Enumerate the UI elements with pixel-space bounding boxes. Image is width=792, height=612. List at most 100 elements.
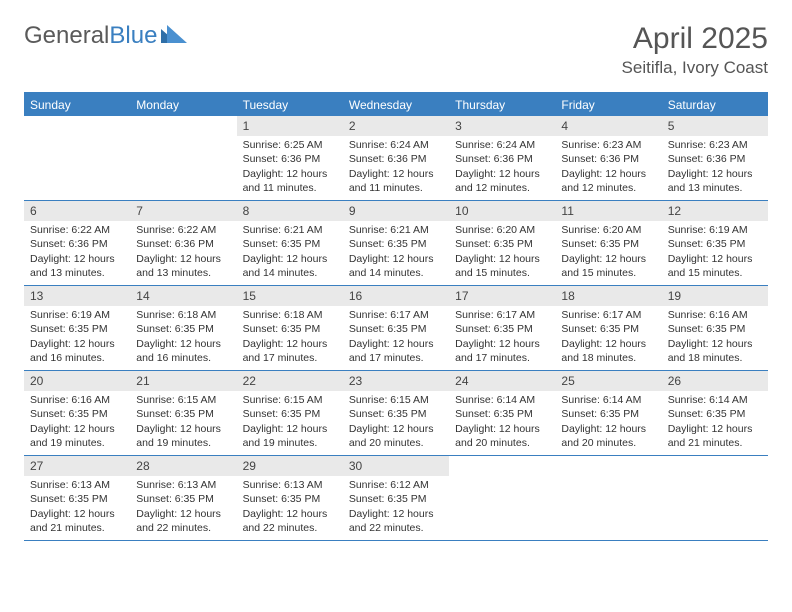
sunset-text: Sunset: 6:35 PM	[136, 492, 230, 506]
sunset-text: Sunset: 6:36 PM	[136, 237, 230, 251]
sunset-text: Sunset: 6:35 PM	[30, 407, 124, 421]
day-body: Sunrise: 6:16 AMSunset: 6:35 PMDaylight:…	[662, 306, 768, 369]
sunset-text: Sunset: 6:35 PM	[668, 407, 762, 421]
day-number: 29	[237, 456, 343, 476]
calendar-day: 1Sunrise: 6:25 AMSunset: 6:36 PMDaylight…	[237, 116, 343, 200]
day-body: Sunrise: 6:19 AMSunset: 6:35 PMDaylight:…	[24, 306, 130, 369]
sunrise-text: Sunrise: 6:21 AM	[349, 223, 443, 237]
dow-cell: Tuesday	[237, 94, 343, 116]
day-number: 6	[24, 201, 130, 221]
calendar-day: 13Sunrise: 6:19 AMSunset: 6:35 PMDayligh…	[24, 286, 130, 370]
sunrise-text: Sunrise: 6:19 AM	[668, 223, 762, 237]
dow-cell: Saturday	[662, 94, 768, 116]
dow-cell: Thursday	[449, 94, 555, 116]
calendar-week: 27Sunrise: 6:13 AMSunset: 6:35 PMDayligh…	[24, 456, 768, 541]
calendar-day	[130, 116, 236, 200]
day-number: 16	[343, 286, 449, 306]
sunset-text: Sunset: 6:35 PM	[455, 237, 549, 251]
calendar-day: 21Sunrise: 6:15 AMSunset: 6:35 PMDayligh…	[130, 371, 236, 455]
calendar-day: 19Sunrise: 6:16 AMSunset: 6:35 PMDayligh…	[662, 286, 768, 370]
sunset-text: Sunset: 6:35 PM	[136, 407, 230, 421]
calendar-day: 18Sunrise: 6:17 AMSunset: 6:35 PMDayligh…	[555, 286, 661, 370]
calendar-day: 29Sunrise: 6:13 AMSunset: 6:35 PMDayligh…	[237, 456, 343, 540]
calendar-day: 20Sunrise: 6:16 AMSunset: 6:35 PMDayligh…	[24, 371, 130, 455]
sunrise-text: Sunrise: 6:24 AM	[349, 138, 443, 152]
calendar-day	[555, 456, 661, 540]
daylight-text: Daylight: 12 hours and 20 minutes.	[349, 422, 443, 450]
day-number: 18	[555, 286, 661, 306]
daylight-text: Daylight: 12 hours and 17 minutes.	[349, 337, 443, 365]
daylight-text: Daylight: 12 hours and 19 minutes.	[136, 422, 230, 450]
sunset-text: Sunset: 6:36 PM	[30, 237, 124, 251]
sunrise-text: Sunrise: 6:15 AM	[136, 393, 230, 407]
day-body: Sunrise: 6:15 AMSunset: 6:35 PMDaylight:…	[343, 391, 449, 454]
month-title: April 2025	[622, 22, 768, 56]
sunrise-text: Sunrise: 6:17 AM	[561, 308, 655, 322]
day-body: Sunrise: 6:18 AMSunset: 6:35 PMDaylight:…	[237, 306, 343, 369]
day-number: 12	[662, 201, 768, 221]
day-body: Sunrise: 6:19 AMSunset: 6:35 PMDaylight:…	[662, 221, 768, 284]
location: Seitifla, Ivory Coast	[622, 58, 768, 78]
sunrise-text: Sunrise: 6:25 AM	[243, 138, 337, 152]
calendar-day: 4Sunrise: 6:23 AMSunset: 6:36 PMDaylight…	[555, 116, 661, 200]
calendar-day: 10 Sunrise: 6:20 AMSunset: 6:35 PMDayligh…	[449, 201, 555, 285]
day-number: 11	[555, 201, 661, 221]
sunrise-text: Sunrise: 6:14 AM	[668, 393, 762, 407]
sunrise-text: Sunrise: 6:23 AM	[561, 138, 655, 152]
daylight-text: Daylight: 12 hours and 20 minutes.	[561, 422, 655, 450]
day-body: Sunrise: 6:13 AMSunset: 6:35 PMDaylight:…	[237, 476, 343, 539]
daylight-text: Daylight: 12 hours and 20 minutes.	[455, 422, 549, 450]
daylight-text: Daylight: 12 hours and 12 minutes.	[561, 167, 655, 195]
dow-cell: Monday	[130, 94, 236, 116]
daylight-text: Daylight: 12 hours and 21 minutes.	[30, 507, 124, 535]
daylight-text: Daylight: 12 hours and 19 minutes.	[30, 422, 124, 450]
calendar-week: 13Sunrise: 6:19 AMSunset: 6:35 PMDayligh…	[24, 286, 768, 371]
sunrise-text: Sunrise: 6:12 AM	[349, 478, 443, 492]
sunrise-text: Sunrise: 6:13 AM	[136, 478, 230, 492]
sunrise-text: Sunrise: 6:15 AM	[349, 393, 443, 407]
calendar-week: 1Sunrise: 6:25 AMSunset: 6:36 PMDaylight…	[24, 116, 768, 201]
sunrise-text: Sunrise: 6:19 AM	[30, 308, 124, 322]
day-body: Sunrise: 6:24 AMSunset: 6:36 PMDaylight:…	[343, 136, 449, 199]
sunrise-text: Sunrise: 6:15 AM	[243, 393, 337, 407]
daylight-text: Daylight: 12 hours and 19 minutes.	[243, 422, 337, 450]
day-number: 15	[237, 286, 343, 306]
sunset-text: Sunset: 6:35 PM	[349, 492, 443, 506]
sunrise-text: Sunrise: 6:20 AM	[455, 223, 549, 237]
day-body: Sunrise: 6:16 AMSunset: 6:35 PMDaylight:…	[24, 391, 130, 454]
day-body: Sunrise: 6:22 AMSunset: 6:36 PMDaylight:…	[130, 221, 236, 284]
daylight-text: Daylight: 12 hours and 22 minutes.	[136, 507, 230, 535]
calendar-day: 8Sunrise: 6:21 AMSunset: 6:35 PMDaylight…	[237, 201, 343, 285]
daylight-text: Daylight: 12 hours and 14 minutes.	[349, 252, 443, 280]
daylight-text: Daylight: 12 hours and 15 minutes.	[455, 252, 549, 280]
calendar-day	[24, 116, 130, 200]
daylight-text: Daylight: 12 hours and 12 minutes.	[455, 167, 549, 195]
sunset-text: Sunset: 6:35 PM	[30, 492, 124, 506]
logo-text-part1: General	[24, 22, 109, 49]
calendar-day: 5Sunrise: 6:23 AMSunset: 6:36 PMDaylight…	[662, 116, 768, 200]
dow-cell: Sunday	[24, 94, 130, 116]
day-body: Sunrise: 6:23 AMSunset: 6:36 PMDaylight:…	[555, 136, 661, 199]
dow-cell: Wednesday	[343, 94, 449, 116]
day-body: Sunrise: 6:21 AMSunset: 6:35 PMDaylight:…	[237, 221, 343, 284]
sunset-text: Sunset: 6:35 PM	[349, 407, 443, 421]
daylight-text: Daylight: 12 hours and 15 minutes.	[561, 252, 655, 280]
day-body: Sunrise: 6:14 AMSunset: 6:35 PMDaylight:…	[662, 391, 768, 454]
daylight-text: Daylight: 12 hours and 18 minutes.	[668, 337, 762, 365]
day-number: 27	[24, 456, 130, 476]
day-number: 5	[662, 116, 768, 136]
sunrise-text: Sunrise: 6:17 AM	[349, 308, 443, 322]
day-body: Sunrise: 6:21 AMSunset: 6:35 PMDaylight:…	[343, 221, 449, 284]
sunset-text: Sunset: 6:36 PM	[561, 152, 655, 166]
day-number: 14	[130, 286, 236, 306]
sunset-text: Sunset: 6:35 PM	[243, 237, 337, 251]
sunrise-text: Sunrise: 6:21 AM	[243, 223, 337, 237]
logo: GeneralBlue	[24, 22, 187, 50]
sunset-text: Sunset: 6:35 PM	[668, 237, 762, 251]
day-number: 10	[449, 201, 555, 221]
calendar: SundayMondayTuesdayWednesdayThursdayFrid…	[24, 92, 768, 541]
sunset-text: Sunset: 6:35 PM	[349, 237, 443, 251]
daylight-text: Daylight: 12 hours and 13 minutes.	[136, 252, 230, 280]
sunset-text: Sunset: 6:36 PM	[349, 152, 443, 166]
logo-text-part2: Blue	[109, 22, 157, 49]
